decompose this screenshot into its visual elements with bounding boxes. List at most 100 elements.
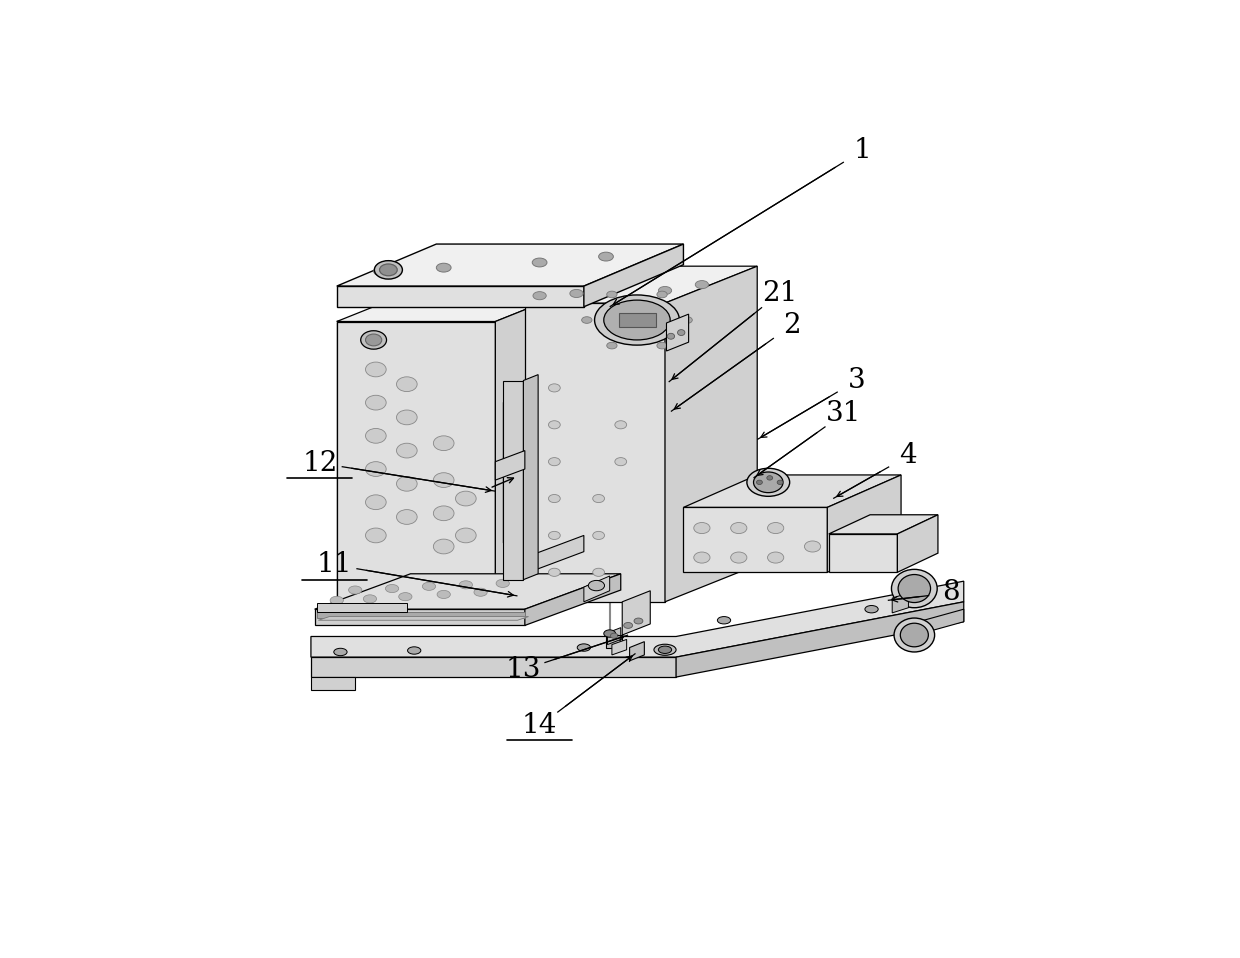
Ellipse shape — [677, 330, 684, 335]
Ellipse shape — [892, 569, 937, 607]
Text: 11: 11 — [316, 552, 352, 579]
Text: 8: 8 — [942, 580, 960, 606]
Ellipse shape — [900, 624, 929, 647]
Polygon shape — [317, 612, 525, 618]
Polygon shape — [525, 536, 584, 574]
Text: 4: 4 — [900, 443, 918, 469]
Ellipse shape — [366, 332, 386, 348]
Ellipse shape — [334, 649, 347, 655]
Ellipse shape — [434, 436, 454, 450]
Polygon shape — [337, 286, 584, 307]
Ellipse shape — [898, 575, 930, 603]
Polygon shape — [676, 602, 963, 677]
Ellipse shape — [436, 590, 450, 599]
Ellipse shape — [366, 462, 386, 476]
Ellipse shape — [657, 342, 667, 349]
Ellipse shape — [548, 458, 560, 466]
Polygon shape — [525, 303, 665, 602]
Polygon shape — [502, 380, 523, 580]
Ellipse shape — [366, 528, 386, 543]
Text: 21: 21 — [761, 280, 797, 307]
Polygon shape — [827, 475, 901, 572]
Ellipse shape — [397, 444, 417, 458]
Polygon shape — [898, 514, 937, 572]
Ellipse shape — [604, 629, 615, 637]
Ellipse shape — [615, 421, 626, 429]
Polygon shape — [311, 657, 676, 677]
Polygon shape — [311, 582, 963, 657]
Polygon shape — [828, 534, 898, 572]
Polygon shape — [502, 394, 525, 543]
Ellipse shape — [610, 633, 618, 638]
Ellipse shape — [894, 618, 935, 652]
Ellipse shape — [667, 333, 675, 339]
Polygon shape — [666, 314, 688, 351]
Ellipse shape — [361, 331, 387, 349]
Ellipse shape — [397, 410, 417, 424]
Ellipse shape — [594, 295, 680, 345]
Ellipse shape — [588, 581, 605, 591]
Ellipse shape — [624, 623, 632, 628]
Ellipse shape — [459, 581, 472, 589]
Ellipse shape — [397, 376, 417, 392]
Ellipse shape — [768, 522, 784, 534]
Ellipse shape — [693, 552, 711, 563]
Text: 13: 13 — [506, 656, 541, 683]
Ellipse shape — [756, 480, 763, 485]
Ellipse shape — [599, 252, 614, 261]
Ellipse shape — [578, 644, 590, 651]
Polygon shape — [606, 635, 622, 648]
Text: 2: 2 — [784, 311, 801, 339]
Polygon shape — [584, 576, 610, 602]
Ellipse shape — [746, 468, 790, 496]
Text: 1: 1 — [854, 137, 872, 164]
Ellipse shape — [366, 334, 382, 346]
Polygon shape — [683, 508, 827, 572]
Ellipse shape — [386, 584, 399, 593]
Text: 31: 31 — [826, 400, 862, 427]
Ellipse shape — [423, 582, 435, 590]
Ellipse shape — [658, 286, 672, 294]
Ellipse shape — [696, 281, 708, 288]
Ellipse shape — [866, 605, 878, 613]
Ellipse shape — [548, 494, 560, 503]
Ellipse shape — [777, 480, 782, 485]
Polygon shape — [315, 574, 621, 609]
Ellipse shape — [399, 593, 412, 601]
Text: 3: 3 — [848, 367, 866, 394]
Polygon shape — [523, 375, 538, 580]
Polygon shape — [319, 617, 528, 620]
Polygon shape — [608, 627, 621, 645]
Ellipse shape — [768, 552, 784, 563]
Ellipse shape — [434, 539, 454, 554]
Ellipse shape — [805, 541, 821, 552]
Ellipse shape — [682, 317, 692, 324]
Ellipse shape — [593, 568, 605, 577]
Ellipse shape — [532, 258, 547, 267]
Ellipse shape — [754, 472, 782, 492]
Ellipse shape — [730, 522, 746, 534]
Ellipse shape — [363, 595, 377, 603]
Polygon shape — [525, 266, 758, 303]
Ellipse shape — [548, 421, 560, 429]
Ellipse shape — [604, 300, 670, 340]
Polygon shape — [315, 609, 525, 626]
Ellipse shape — [455, 491, 476, 506]
Polygon shape — [317, 604, 407, 612]
Ellipse shape — [434, 472, 454, 488]
Ellipse shape — [570, 289, 583, 298]
Ellipse shape — [693, 522, 711, 534]
Ellipse shape — [615, 458, 626, 466]
Ellipse shape — [373, 267, 388, 276]
Ellipse shape — [657, 291, 667, 298]
Ellipse shape — [718, 617, 730, 624]
Ellipse shape — [634, 618, 642, 624]
Ellipse shape — [766, 476, 773, 480]
Ellipse shape — [408, 647, 420, 654]
Ellipse shape — [548, 568, 560, 577]
Ellipse shape — [653, 644, 676, 655]
Polygon shape — [337, 322, 495, 620]
Polygon shape — [622, 591, 650, 635]
Ellipse shape — [474, 588, 487, 596]
Ellipse shape — [606, 342, 618, 349]
